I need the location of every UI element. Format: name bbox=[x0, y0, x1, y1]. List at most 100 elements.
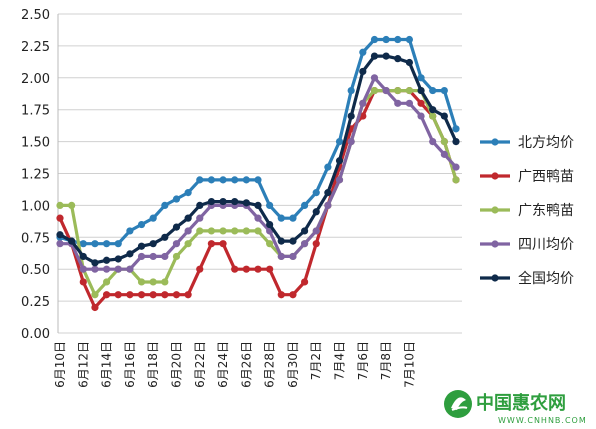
legend-label: 全国均价 bbox=[518, 270, 574, 287]
data-point bbox=[405, 99, 414, 107]
x-tick-label: 7月8日 bbox=[379, 341, 393, 380]
data-point bbox=[370, 35, 379, 44]
data-point bbox=[102, 240, 111, 248]
data-point bbox=[184, 189, 192, 197]
data-point bbox=[137, 252, 146, 261]
data-point bbox=[56, 201, 64, 209]
data-point bbox=[347, 86, 355, 95]
data-point bbox=[149, 252, 157, 261]
x-tick-label: 6月24日 bbox=[216, 341, 230, 388]
data-point bbox=[102, 278, 111, 286]
data-point bbox=[137, 220, 146, 229]
data-point bbox=[335, 157, 344, 165]
data-point bbox=[312, 227, 320, 235]
data-point bbox=[266, 240, 274, 248]
x-tick-label: 6月14日 bbox=[100, 341, 114, 388]
data-point bbox=[394, 99, 402, 107]
data-point bbox=[219, 197, 227, 206]
data-point bbox=[417, 112, 425, 120]
legend-item: 四川均价 bbox=[480, 237, 574, 253]
data-point bbox=[242, 265, 250, 273]
y-tick-label: 1.75 bbox=[21, 104, 50, 119]
y-axis: 0.00 0.25 0.50 0.75 1.00 1.25 1.50 1.75 2.00 2.25… bbox=[21, 8, 50, 342]
data-point bbox=[137, 278, 146, 286]
y-tick-label: 2.50 bbox=[21, 8, 50, 23]
data-point bbox=[231, 176, 239, 184]
data-point bbox=[56, 214, 64, 222]
legend-item: 广西鸭苗 bbox=[480, 169, 574, 185]
legend-label: 广西鸭苗 bbox=[518, 169, 574, 185]
data-point bbox=[382, 52, 390, 60]
data-point bbox=[440, 138, 448, 146]
legend-item: 广东鸭苗 bbox=[480, 203, 574, 219]
grid-lines bbox=[57, 13, 462, 334]
data-point bbox=[149, 291, 157, 299]
data-point bbox=[405, 35, 414, 44]
data-point bbox=[242, 176, 250, 184]
data-point bbox=[429, 138, 437, 146]
data-point bbox=[312, 240, 320, 248]
data-point bbox=[137, 242, 146, 250]
data-point bbox=[300, 240, 309, 248]
data-point bbox=[79, 265, 87, 273]
data-point bbox=[196, 265, 204, 273]
legend-swatch-marker bbox=[491, 206, 499, 214]
x-tick-label: 7月10日 bbox=[402, 341, 416, 388]
data-point bbox=[266, 220, 274, 229]
data-point bbox=[184, 214, 192, 222]
series-line bbox=[58, 88, 458, 310]
data-point bbox=[312, 189, 320, 197]
data-point bbox=[219, 176, 227, 184]
x-tick-label: 6月10日 bbox=[53, 341, 67, 388]
data-point bbox=[300, 201, 309, 209]
data-point bbox=[184, 240, 192, 248]
data-point bbox=[324, 201, 332, 209]
y-tick-label: 0.25 bbox=[21, 295, 50, 310]
data-point bbox=[126, 265, 134, 273]
watermark: 中国惠农网 WWW.CNHNB.COM bbox=[444, 390, 586, 425]
data-point bbox=[79, 252, 87, 261]
data-point bbox=[231, 265, 239, 273]
series-4 bbox=[56, 52, 460, 267]
data-point bbox=[254, 227, 262, 235]
data-point bbox=[172, 291, 181, 299]
legend-swatch-marker bbox=[491, 274, 499, 282]
x-tick-label: 6月26日 bbox=[239, 341, 253, 388]
data-point bbox=[429, 86, 437, 95]
data-point bbox=[231, 227, 239, 235]
data-point bbox=[56, 231, 64, 239]
data-point bbox=[184, 291, 192, 299]
legend-item: 北方均价 bbox=[480, 135, 574, 151]
data-point bbox=[277, 237, 285, 245]
data-point bbox=[429, 112, 437, 120]
data-point bbox=[394, 86, 402, 95]
data-point bbox=[196, 214, 204, 222]
data-point bbox=[172, 240, 181, 248]
data-point bbox=[68, 201, 76, 209]
series-1 bbox=[56, 86, 460, 312]
y-tick-label: 1.00 bbox=[21, 199, 50, 214]
watermark-brand: 中国惠农网 bbox=[476, 392, 566, 414]
data-point bbox=[382, 86, 390, 95]
data-point bbox=[359, 99, 367, 107]
data-point bbox=[207, 240, 216, 248]
data-point bbox=[254, 176, 262, 184]
data-point bbox=[289, 214, 297, 222]
y-tick-label: 0.50 bbox=[21, 263, 50, 278]
data-point bbox=[91, 259, 99, 267]
data-point bbox=[172, 195, 181, 203]
data-point bbox=[289, 291, 297, 299]
data-point bbox=[196, 201, 204, 209]
data-point bbox=[161, 278, 169, 286]
data-point bbox=[324, 163, 332, 171]
y-tick-label: 2.00 bbox=[21, 72, 50, 87]
data-point bbox=[394, 55, 402, 63]
data-point bbox=[114, 240, 122, 248]
brand-logo bbox=[444, 390, 472, 418]
legend-item: 全国均价 bbox=[480, 270, 574, 287]
data-point bbox=[102, 291, 111, 299]
legend-label: 广东鸭苗 bbox=[518, 203, 574, 219]
data-point bbox=[126, 250, 134, 258]
data-point bbox=[161, 201, 169, 209]
legend-swatch-marker bbox=[491, 138, 499, 146]
